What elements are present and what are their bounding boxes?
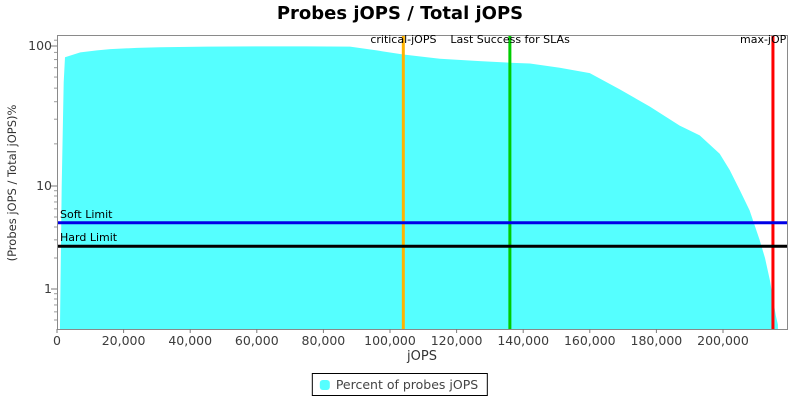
plot-border <box>57 35 788 330</box>
limit-label-soft-limit: Soft Limit <box>60 207 113 221</box>
x-tick-label: 60,000 <box>234 333 279 348</box>
x-tick-label: 0 <box>53 333 61 348</box>
x-tick-label: 120,000 <box>430 333 483 348</box>
chart-title: Probes jOPS / Total jOPS <box>276 3 524 24</box>
y-tick-label: 1 <box>44 281 52 296</box>
x-tick-label: 160,000 <box>563 333 616 348</box>
y-tick-label: 100 <box>28 38 52 53</box>
legend-swatch-icon <box>319 379 330 390</box>
x-tick-label: 200,000 <box>697 333 749 348</box>
x-axis-title: jOPS <box>407 349 437 364</box>
y-axis-title: (Probes jOPS / Total jOPS)% <box>5 104 19 262</box>
x-tick-label: 180,000 <box>630 333 683 348</box>
x-tick-label: 20,000 <box>101 333 146 348</box>
area-percent-of-probes-jops <box>60 46 778 330</box>
legend-label: Percent of probes jOPS <box>335 377 479 392</box>
x-tick-label: 80,000 <box>301 333 346 348</box>
limit-label-hard-limit: Hard Limit <box>60 231 118 245</box>
marker-label-last-success-for-slas: Last Success for SLAs <box>450 33 570 46</box>
legend: Percent of probes jOPS <box>311 373 489 396</box>
y-tick-label: 10 <box>36 178 52 193</box>
marker-label-max-jop: max-jOP <box>740 33 787 46</box>
x-tick-label: 100,000 <box>364 333 416 348</box>
x-tick-label: 140,000 <box>497 333 550 348</box>
marker-label-critical-jops: critical-jOPS <box>370 33 437 46</box>
x-tick-label: 40,000 <box>168 333 213 348</box>
